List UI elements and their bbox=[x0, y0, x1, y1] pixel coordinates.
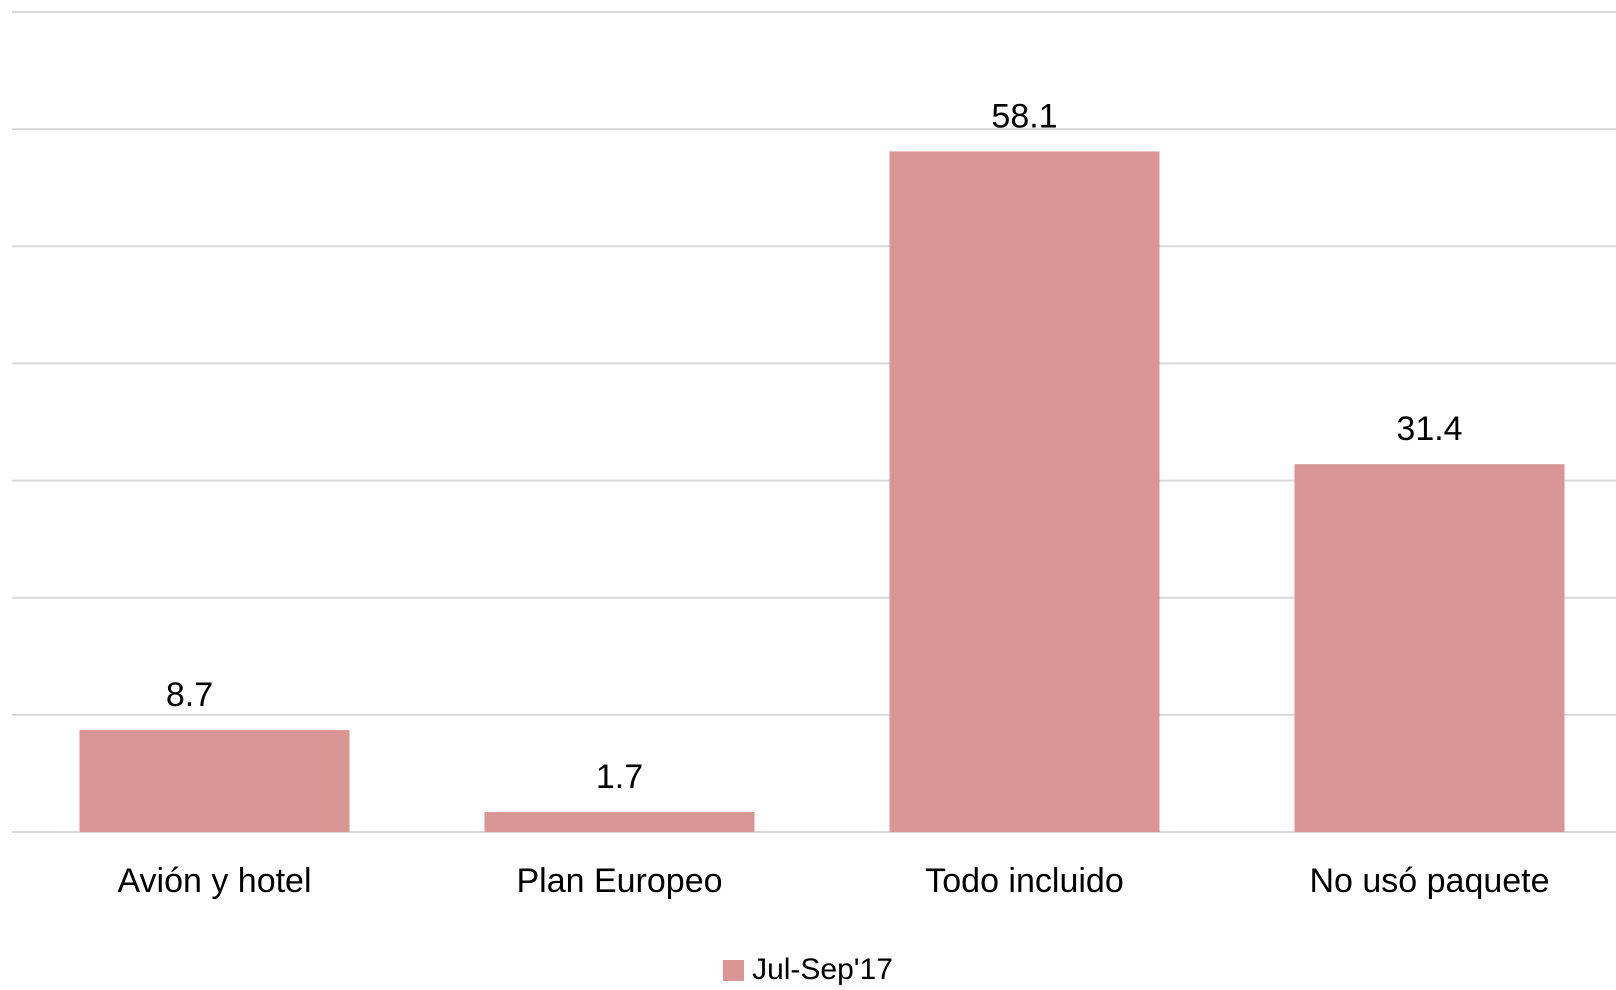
category-label: Avión y hotel bbox=[117, 862, 311, 900]
category-label: Todo incluido bbox=[925, 862, 1123, 900]
data-label: 31.4 bbox=[1396, 410, 1462, 448]
bar bbox=[889, 151, 1160, 832]
category-labels: Avión y hotel Plan Europeo Todo incluido No… bbox=[117, 862, 1549, 900]
data-labels: 8.7 1.7 58.1 31.4 bbox=[166, 97, 1463, 796]
bar bbox=[1294, 464, 1565, 832]
data-label: 8.7 bbox=[166, 676, 213, 714]
legend: Jul-Sep'17 bbox=[0, 950, 1616, 990]
category-label: No usó paquete bbox=[1309, 862, 1549, 900]
bar bbox=[484, 812, 755, 832]
data-label: 58.1 bbox=[991, 97, 1057, 135]
bar bbox=[79, 730, 350, 832]
gridlines bbox=[12, 11, 1616, 833]
category-label: Plan Europeo bbox=[516, 862, 722, 900]
legend-label: Jul-Sep'17 bbox=[752, 953, 893, 986]
bars bbox=[79, 151, 1565, 832]
data-label: 1.7 bbox=[596, 758, 643, 796]
legend-swatch bbox=[723, 959, 745, 981]
